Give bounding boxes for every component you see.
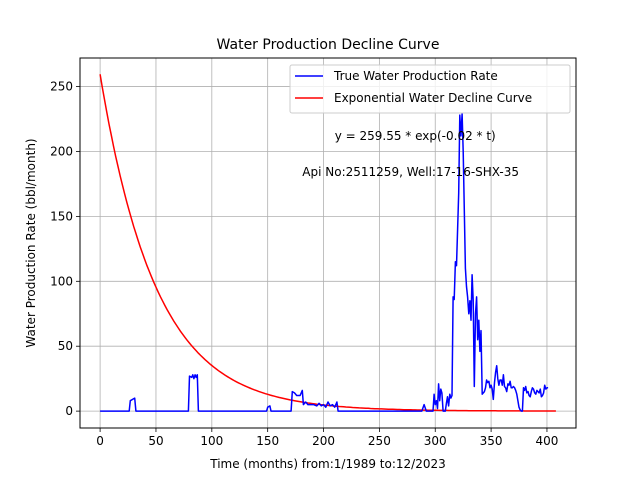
x-tick-label: 150 (256, 434, 279, 448)
x-axis-label: Time (months) from:1/1989 to:12/2023 (209, 457, 446, 471)
y-tick-label: 250 (50, 80, 73, 94)
y-axis-label: Water Production Rate (bbl/month) (24, 138, 38, 347)
x-tick-label: 350 (480, 434, 503, 448)
x-tick-label: 50 (148, 434, 163, 448)
y-tick-label: 150 (50, 209, 73, 223)
chart-title: Water Production Decline Curve (217, 37, 440, 53)
x-tick-label: 0 (96, 434, 104, 448)
x-tick-label: 200 (312, 434, 335, 448)
y-tick-label: 0 (65, 404, 73, 418)
series-line-true-rate (100, 113, 549, 412)
grid-lines (80, 58, 576, 428)
series-lines (99, 74, 556, 412)
plot-area-frame (79, 57, 577, 429)
legend-label-true-rate: True Water Production Rate (333, 69, 498, 83)
y-tick-label: 100 (50, 274, 73, 288)
annotations: y = 259.55 * exp(-0.02 * t) Api No:251125… (302, 129, 519, 179)
series-line-exponential-decline (99, 74, 556, 412)
equation-annotation: y = 259.55 * exp(-0.02 * t) (335, 129, 496, 143)
x-tick-label: 300 (424, 434, 447, 448)
axis-ticks: 0 50 100 150 200 250 300 350 400 0 50 100 150 200 250 (50, 80, 558, 448)
y-tick-label: 50 (58, 339, 73, 353)
y-tick-label: 200 (50, 144, 73, 158)
x-tick-label: 400 (536, 434, 559, 448)
well-annotation: Api No:2511259, Well:17-16-SHX-35 (302, 165, 519, 179)
legend-box (289, 64, 571, 114)
x-tick-label: 100 (200, 434, 223, 448)
x-tick-label: 250 (368, 434, 391, 448)
legend-label-decline-curve: Exponential Water Decline Curve (334, 91, 532, 105)
legend: True Water Production Rate Exponential W… (289, 64, 571, 114)
